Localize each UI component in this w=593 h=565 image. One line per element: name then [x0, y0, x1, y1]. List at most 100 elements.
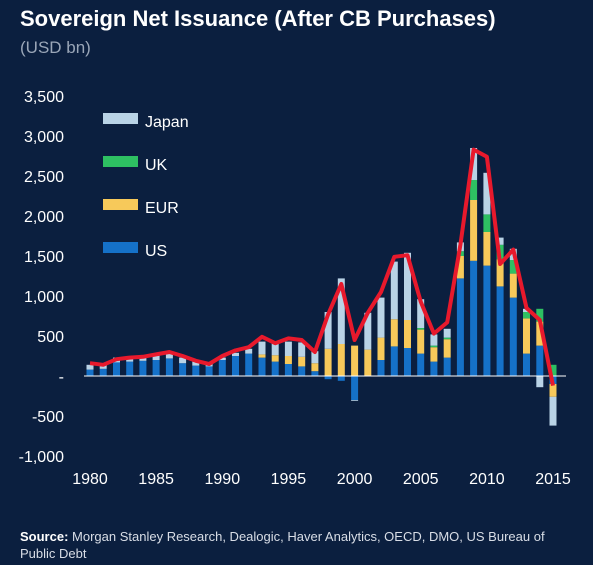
x-axis-tick-labels: 1980 1985 1990 1995 2000 2005 2010 2015: [72, 471, 571, 488]
bar-us-1985: [152, 360, 160, 376]
bar-us-2012: [509, 297, 517, 376]
y-tick-label: 1,500: [24, 249, 64, 266]
bar-japan-1987: [179, 357, 187, 364]
x-tick-label: 2005: [403, 471, 439, 488]
source-note: Source: Morgan Stanley Research, Dealogi…: [20, 528, 580, 562]
bar-eur-2001: [364, 349, 372, 376]
bar-us-1993: [258, 357, 266, 376]
legend-swatch-uk: [103, 156, 138, 167]
bar-japan-2001: [364, 312, 372, 350]
bar-japan-2010: [483, 172, 491, 215]
bar-us-1999: [337, 376, 345, 381]
bar-us-1995: [284, 364, 292, 376]
bar-eur-1997: [311, 363, 319, 372]
y-tick-label: -1,000: [19, 449, 64, 466]
bar-japan-2000: [351, 400, 359, 401]
y-tick-label: 2,500: [24, 169, 64, 186]
bar-japan-1999: [337, 278, 345, 344]
bar-eur-1998: [324, 348, 332, 376]
bar-uk-2012: [509, 260, 517, 274]
bar-japan-2006: [430, 334, 438, 346]
x-tick-label: 1985: [138, 471, 174, 488]
bar-eur-1994: [271, 355, 279, 362]
y-axis-tick-labels: 3,500 3,000 2,500 2,000 1,500 1,000 500 - -500 -1…: [19, 89, 64, 466]
bar-us-1989: [205, 366, 213, 376]
bar-japan-1980: [86, 364, 94, 370]
bar-japan-1990: [218, 357, 226, 360]
bar-eur-2004: [404, 320, 411, 348]
x-tick-label: 2000: [337, 471, 373, 488]
bar-eur-1995: [284, 356, 292, 364]
legend-swatch-eur: [103, 199, 138, 210]
y-tick-label: 3,500: [24, 89, 64, 106]
bar-us-2003: [390, 346, 398, 376]
bar-layer: [86, 148, 557, 426]
bar-us-1987: [179, 363, 187, 376]
bar-uk-2006: [430, 345, 438, 348]
bar-us-1994: [271, 361, 279, 376]
bar-us-2010: [483, 265, 491, 376]
bar-eur-2002: [377, 337, 385, 360]
bar-us-2002: [377, 360, 385, 376]
x-tick-label: 2010: [469, 471, 505, 488]
bar-us-1980: [86, 369, 94, 376]
bar-japan-1988: [192, 361, 200, 366]
bar-uk-2014: [536, 308, 544, 322]
x-tick-label: 1990: [205, 471, 241, 488]
bar-eur-2008: [456, 256, 464, 279]
bar-us-1988: [192, 365, 200, 376]
y-tick-label: -: [59, 369, 64, 386]
bar-us-1983: [126, 361, 134, 376]
bar-uk-2013: [523, 312, 530, 319]
legend: Japan UK EUR US: [103, 113, 189, 260]
bar-us-2000: [351, 376, 359, 400]
bar-us-2013: [523, 353, 530, 376]
bar-us-2006: [430, 361, 438, 376]
bar-japan-2004: [404, 252, 411, 320]
bar-japan-1995: [284, 341, 292, 356]
bar-us-2014: [536, 345, 544, 376]
bar-japan-1996: [298, 342, 306, 357]
bar-us-1982: [113, 362, 120, 376]
chart-subtitle: (USD bn): [20, 38, 91, 57]
bar-eur-2014: [536, 321, 544, 346]
bar-eur-2006: [430, 347, 438, 362]
bar-us-1984: [139, 360, 147, 376]
bar-eur-2005: [417, 329, 425, 354]
bar-japan-2015: [549, 396, 557, 426]
source-label: Source:: [20, 529, 69, 544]
stacked-bar-chart: 3,500 3,000 2,500 2,000 1,500 1,000 500 - -500 -1…: [19, 89, 571, 488]
bar-japan-1992: [245, 348, 253, 354]
bar-us-2007: [443, 357, 451, 376]
bar-us-1992: [245, 353, 253, 376]
legend-swatch-us: [103, 242, 138, 253]
bar-us-1981: [99, 368, 107, 376]
y-tick-label: 3,000: [24, 129, 64, 146]
bar-us-1997: [311, 371, 319, 376]
x-tick-label: 2015: [535, 471, 571, 488]
bar-japan-2014: [536, 376, 544, 388]
bar-us-2009: [470, 260, 478, 376]
bar-uk-2007: [443, 337, 451, 340]
bar-japan-1997: [311, 351, 319, 364]
y-tick-label: 2,000: [24, 209, 64, 226]
bar-us-1986: [165, 358, 173, 376]
legend-label-eur: EUR: [145, 200, 179, 217]
x-tick-label: 1980: [72, 471, 108, 488]
bar-us-1998: [324, 376, 332, 380]
bar-japan-2003: [390, 261, 398, 320]
source-text: Morgan Stanley Research, Dealogic, Haver…: [20, 529, 545, 561]
bar-japan-1986: [165, 352, 173, 359]
bar-eur-2012: [509, 273, 517, 298]
bar-us-1990: [218, 360, 226, 376]
bar-eur-1993: [258, 354, 266, 358]
bar-eur-2015: [549, 384, 557, 397]
bar-japan-1985: [152, 355, 160, 360]
bar-japan-2011: [496, 237, 504, 245]
bar-eur-1996: [298, 356, 306, 367]
bar-us-2011: [496, 286, 504, 376]
bar-us-2008: [456, 278, 464, 376]
legend-swatch-japan: [103, 113, 138, 124]
bar-us-1991: [232, 356, 239, 376]
bar-japan-1998: [324, 312, 332, 349]
